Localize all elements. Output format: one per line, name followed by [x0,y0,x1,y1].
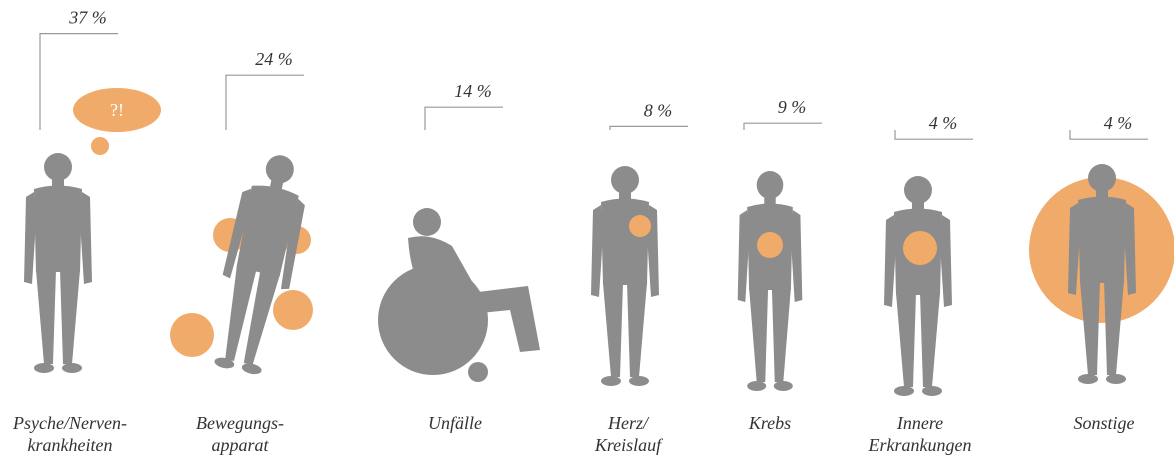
category-label: Kreislauf [594,435,664,455]
value-label: 9 % [778,97,807,117]
value-label: 8 % [644,100,673,120]
category-label: Bewegungs- [196,413,284,433]
category-label: Sonstige [1074,413,1135,433]
value-bracket [226,75,304,130]
value-label: 14 % [454,81,492,101]
category-label: Herz/ [607,413,650,433]
accent [757,232,783,258]
category-label: Unfälle [428,413,482,433]
value-label: 4 % [929,113,958,133]
infographic: ?! 37 % Psyche/Nerven-krankheiten 24 % Bewe… [0,0,1174,459]
accent [170,313,214,357]
accent [629,215,651,237]
accent [273,290,313,330]
thought-dot [91,137,109,155]
accent [903,231,937,265]
value-label: 37 % [68,8,107,28]
category-label: Innere [896,413,943,433]
value-label: 24 % [255,49,293,69]
category-label: Psyche/Nerven- [12,413,127,433]
figure [204,149,316,378]
wheelchair-figure [378,208,540,382]
figure [591,166,659,386]
category-label: Krebs [748,413,791,433]
value-bracket [610,126,688,130]
annotation: ?! [110,100,124,120]
figure [738,171,803,391]
value-bracket [425,107,503,130]
figure [884,176,952,396]
category-label: apparat [211,435,269,455]
figure [24,153,92,373]
value-label: 4 % [1104,113,1133,133]
category-label: krankheiten [28,435,113,455]
value-bracket [744,123,822,130]
category-label: Erkrankungen [868,435,972,455]
